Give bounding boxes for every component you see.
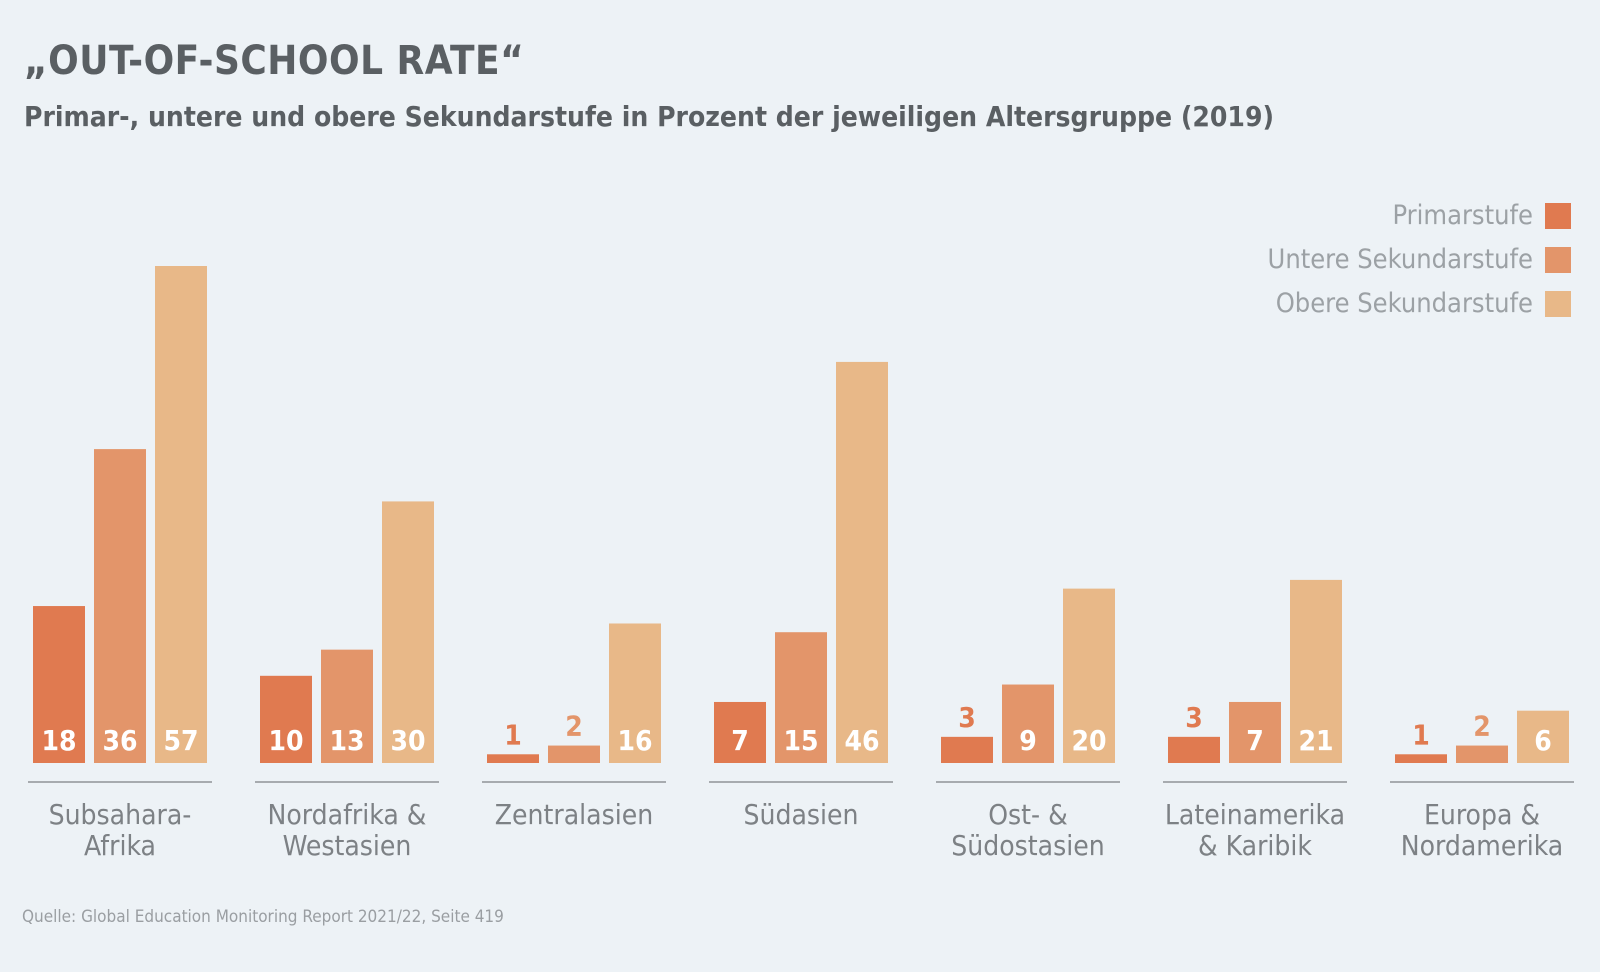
source-note: Quelle: Global Education Monitoring Repo… bbox=[22, 907, 504, 927]
bar bbox=[94, 449, 146, 763]
bar bbox=[1290, 579, 1342, 763]
bar-value-label: 21 bbox=[1298, 724, 1333, 757]
bar-value-label: 36 bbox=[102, 724, 137, 757]
bar bbox=[1168, 736, 1220, 763]
bar bbox=[609, 623, 661, 763]
bar bbox=[1456, 745, 1508, 763]
legend-item-obere-sekundarstufe: Obere Sekundarstufe bbox=[1276, 288, 1571, 319]
bar-value-label: 7 bbox=[731, 724, 749, 757]
bar-value-label: 6 bbox=[1534, 724, 1552, 757]
bar-value-label: 15 bbox=[783, 724, 818, 757]
bar bbox=[548, 745, 600, 763]
bar bbox=[33, 606, 85, 763]
bar bbox=[941, 736, 993, 763]
legend-swatch bbox=[1545, 202, 1571, 229]
bar-value-label: 1 bbox=[1412, 718, 1430, 751]
legend: Primarstufe Untere Sekundarstufe Obere S… bbox=[1268, 200, 1571, 319]
category-label: Europa & Nordamerika bbox=[1401, 798, 1563, 862]
bar bbox=[1002, 684, 1054, 763]
bar bbox=[1517, 710, 1569, 763]
legend-item-untere-sekundarstufe: Untere Sekundarstufe bbox=[1268, 244, 1571, 275]
bar bbox=[155, 266, 207, 763]
bar-value-label: 46 bbox=[844, 724, 879, 757]
bar-value-label: 2 bbox=[565, 710, 583, 743]
bar bbox=[775, 632, 827, 763]
category-label: Zentralasien bbox=[495, 798, 653, 831]
legend-label: Untere Sekundarstufe bbox=[1267, 244, 1533, 275]
bar bbox=[1395, 754, 1447, 763]
bar bbox=[260, 675, 312, 763]
bar bbox=[836, 361, 888, 763]
legend-swatch bbox=[1545, 246, 1571, 273]
category-label: Lateinamerika & Karibik bbox=[1165, 798, 1345, 862]
bar-value-label: 7 bbox=[1246, 724, 1264, 757]
bar bbox=[1063, 588, 1115, 763]
bar bbox=[321, 649, 373, 763]
bar bbox=[487, 754, 539, 763]
bar-value-label: 13 bbox=[329, 724, 364, 757]
bar-value-label: 9 bbox=[1019, 724, 1037, 757]
legend-label: Primarstufe bbox=[1392, 200, 1534, 231]
bar-value-label: 3 bbox=[958, 701, 976, 734]
category-label: Nordafrika & Westasien bbox=[268, 798, 427, 862]
bar bbox=[714, 701, 766, 763]
category-label: Subsahara-Afrika bbox=[49, 798, 192, 862]
bar-value-label: 1 bbox=[504, 718, 522, 751]
bar bbox=[382, 501, 434, 763]
bar-value-label: 30 bbox=[390, 724, 425, 757]
category-label: Ost- & Südostasien bbox=[951, 798, 1104, 862]
legend-label: Obere Sekundarstufe bbox=[1275, 288, 1533, 319]
chart-title: „OUT-OF-SCHOOL RATE“ bbox=[24, 38, 525, 84]
chart-subtitle: Primar-, untere und obere Sekundarstufe … bbox=[24, 100, 1274, 133]
bar-value-label: 10 bbox=[268, 724, 303, 757]
bar-value-label: 3 bbox=[1185, 701, 1203, 734]
bar-value-label: 57 bbox=[163, 724, 198, 757]
bar bbox=[1229, 701, 1281, 763]
bar-value-label: 16 bbox=[617, 724, 652, 757]
bar-value-label: 20 bbox=[1071, 724, 1106, 757]
category-label: Südasien bbox=[744, 798, 859, 831]
legend-item-primarstufe: Primarstufe bbox=[1392, 200, 1571, 231]
bar-value-label: 2 bbox=[1473, 710, 1491, 743]
bar-value-label: 18 bbox=[41, 724, 76, 757]
legend-swatch bbox=[1545, 290, 1571, 317]
